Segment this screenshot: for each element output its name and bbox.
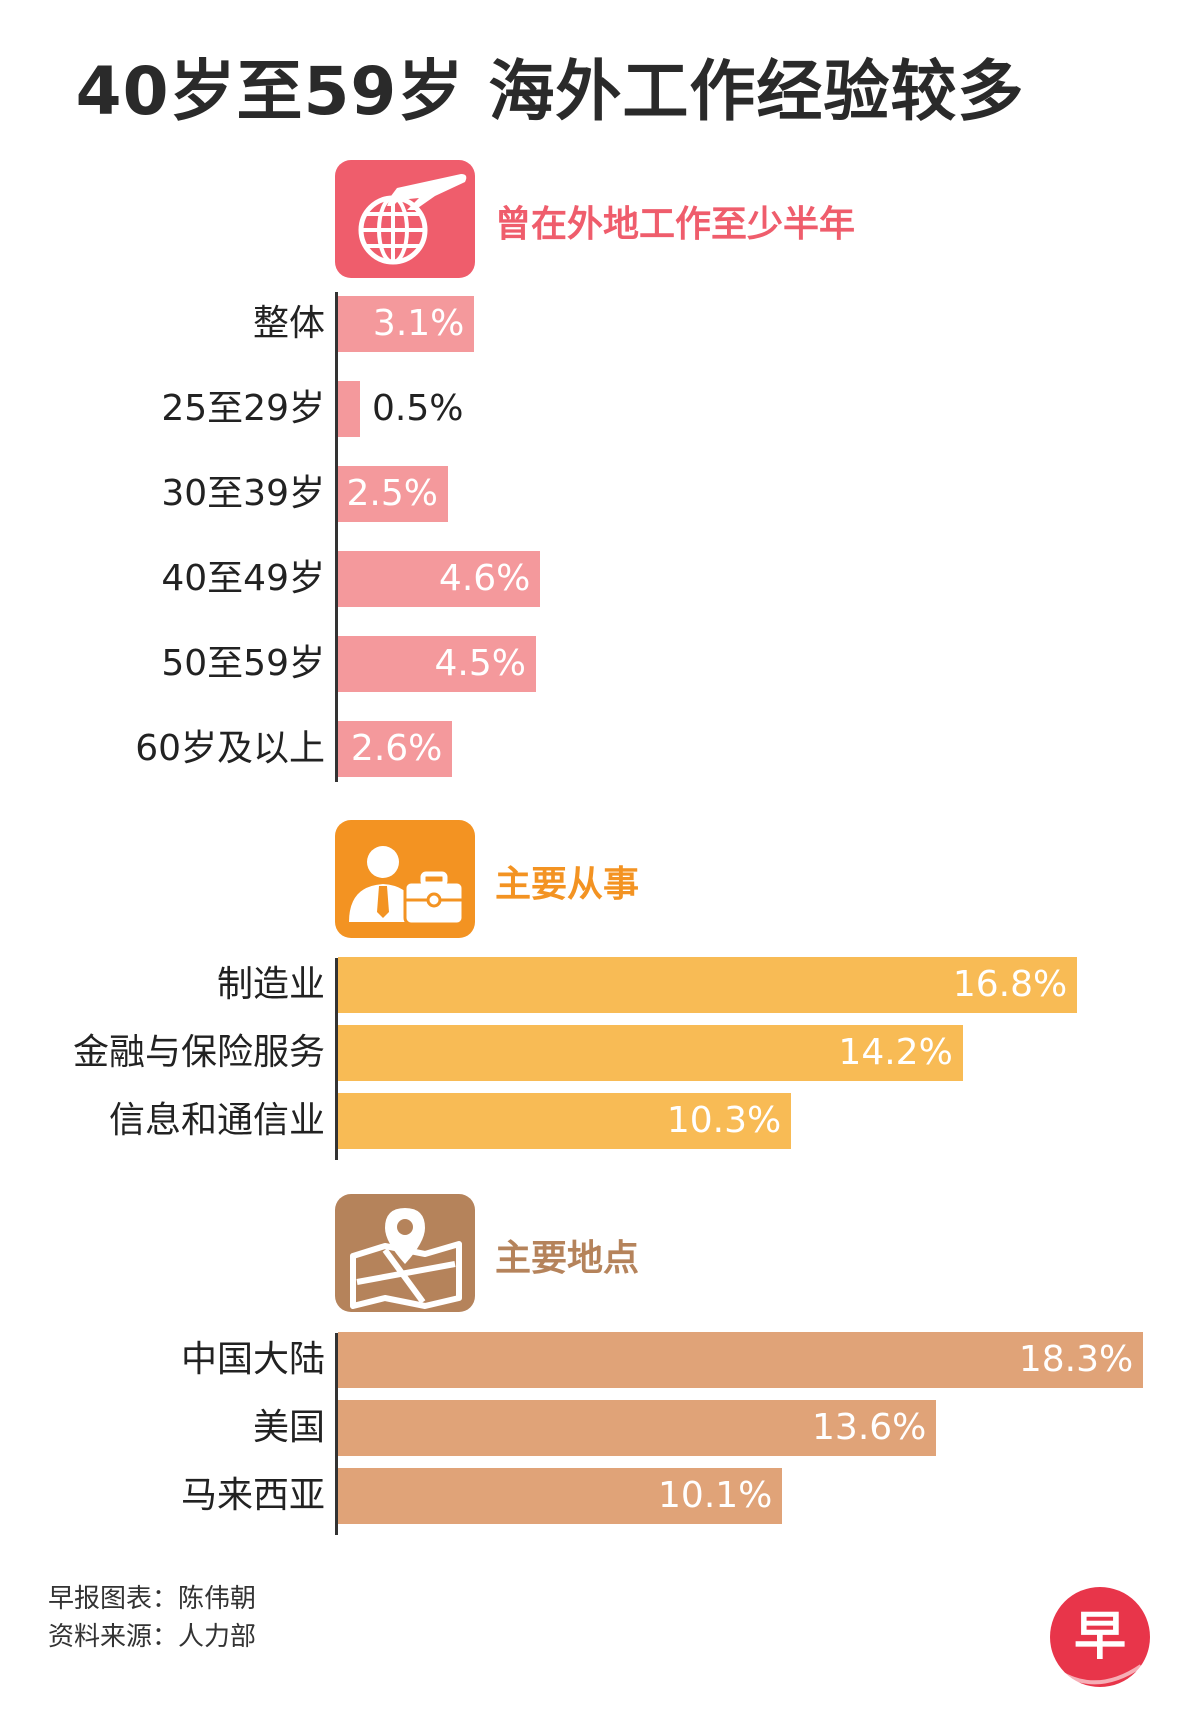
logo-glyph: 早 bbox=[1074, 1607, 1126, 1667]
bar-location bbox=[338, 1332, 1144, 1388]
value-label-industry: 14.2% bbox=[838, 1032, 953, 1073]
axis-line-industry bbox=[335, 958, 338, 1160]
bar-location bbox=[338, 1400, 937, 1456]
section-title-overseas: 曾在外地工作至少半年 bbox=[495, 204, 856, 245]
value-label-location: 18.3% bbox=[1018, 1339, 1134, 1380]
bar-overseas bbox=[338, 551, 541, 607]
value-label-overseas: 3.1% bbox=[372, 303, 465, 344]
category-label-overseas: 25至29岁 bbox=[161, 388, 325, 429]
category-label-location: 中国大陆 bbox=[180, 1339, 325, 1380]
axis-line-overseas bbox=[335, 292, 338, 782]
bar-overseas bbox=[338, 296, 475, 352]
category-label-overseas: 整体 bbox=[252, 303, 325, 344]
section-title-industry: 主要从事 bbox=[495, 864, 640, 905]
value-label-industry: 10.3% bbox=[666, 1100, 782, 1141]
category-label-overseas: 50至59岁 bbox=[161, 643, 325, 684]
category-label-location: 马来西亚 bbox=[180, 1475, 325, 1516]
category-label-overseas: 40至49岁 bbox=[161, 558, 325, 599]
value-label-location: 13.6% bbox=[812, 1407, 927, 1448]
value-label-overseas: 4.6% bbox=[438, 558, 531, 599]
globe-plane-icon bbox=[335, 160, 475, 278]
bar-overseas bbox=[338, 721, 453, 777]
category-label-location: 美国 bbox=[252, 1407, 325, 1448]
zaobao-logo: 早 bbox=[1045, 1582, 1155, 1692]
value-label-industry: 16.8% bbox=[952, 964, 1068, 1005]
bar-overseas bbox=[338, 381, 360, 437]
bar-overseas bbox=[338, 466, 448, 522]
category-label-overseas: 30至39岁 bbox=[161, 473, 325, 514]
value-label-overseas: 4.5% bbox=[434, 643, 526, 684]
chart-title: 40岁至59岁 海外工作经验较多 bbox=[75, 53, 1025, 130]
map-pin-icon bbox=[335, 1194, 475, 1312]
bar-industry bbox=[338, 1025, 963, 1081]
footer: 早报图表：陈伟朝 资料来源：人力部 bbox=[48, 1580, 256, 1656]
bar-industry bbox=[338, 957, 1078, 1013]
category-label-industry: 信息和通信业 bbox=[108, 1100, 325, 1141]
value-label-overseas: 0.5% bbox=[372, 388, 464, 429]
value-label-location: 10.1% bbox=[658, 1475, 773, 1516]
category-label-overseas: 60岁及以上 bbox=[135, 728, 325, 769]
value-label-overseas: 2.5% bbox=[346, 473, 438, 514]
category-label-industry: 制造业 bbox=[216, 964, 325, 1005]
bar-industry bbox=[338, 1093, 792, 1149]
bar-location bbox=[338, 1468, 783, 1524]
footer-credit: 早报图表：陈伟朝 bbox=[48, 1584, 257, 1614]
section-title-location: 主要地点 bbox=[495, 1238, 640, 1279]
value-label-overseas: 2.6% bbox=[350, 728, 443, 769]
axis-line-location bbox=[335, 1333, 338, 1535]
category-label-industry: 金融与保险服务 bbox=[72, 1032, 325, 1073]
businessman-briefcase-icon bbox=[335, 820, 475, 938]
footer-source: 资料来源：人力部 bbox=[48, 1622, 257, 1652]
bar-overseas bbox=[338, 636, 536, 692]
